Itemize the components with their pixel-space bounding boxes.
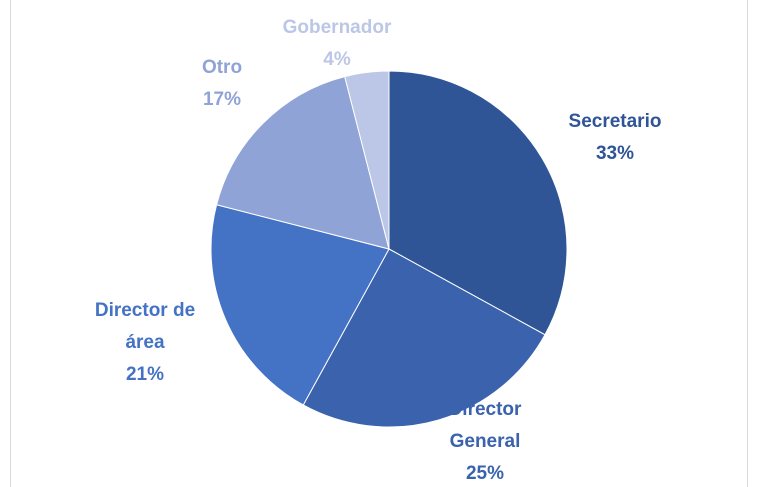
percent-label: 25%	[465, 463, 505, 484]
pie-slice	[302, 248, 546, 428]
percent-label: 17%	[202, 89, 242, 110]
percent-label: 21%	[125, 364, 165, 385]
percent-label: 33%	[595, 143, 635, 164]
pie-slice	[210, 204, 390, 406]
category-label: Gobernador	[282, 17, 392, 38]
data-label: Director de área 21%	[75, 295, 215, 391]
category-label: Director General	[448, 399, 522, 452]
data-label: Director General 25%	[430, 394, 540, 487]
data-label: Secretario 33%	[535, 106, 695, 170]
pie-slice	[344, 70, 390, 250]
data-label: Otro 17%	[172, 52, 272, 116]
category-label: Director de área	[94, 300, 196, 353]
percent-label: 4%	[323, 49, 351, 70]
pie-slice	[215, 75, 390, 250]
pie-slice	[388, 70, 568, 336]
chart-frame	[10, 0, 748, 487]
data-label: Gobernador 4%	[257, 12, 417, 76]
category-label: Secretario	[568, 111, 662, 132]
category-label: Otro	[201, 57, 243, 78]
